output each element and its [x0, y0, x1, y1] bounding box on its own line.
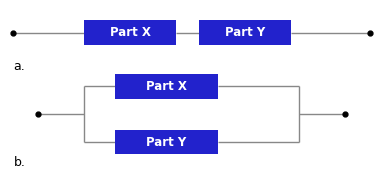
- Text: Part Y: Part Y: [225, 26, 265, 39]
- FancyBboxPatch shape: [199, 20, 291, 45]
- Text: Part X: Part X: [110, 26, 151, 39]
- FancyBboxPatch shape: [115, 130, 218, 154]
- Text: b.: b.: [13, 156, 25, 169]
- Text: Part X: Part X: [146, 80, 187, 93]
- FancyBboxPatch shape: [115, 74, 218, 99]
- Text: a.: a.: [13, 60, 25, 73]
- Text: Part Y: Part Y: [146, 136, 187, 149]
- FancyBboxPatch shape: [84, 20, 176, 45]
